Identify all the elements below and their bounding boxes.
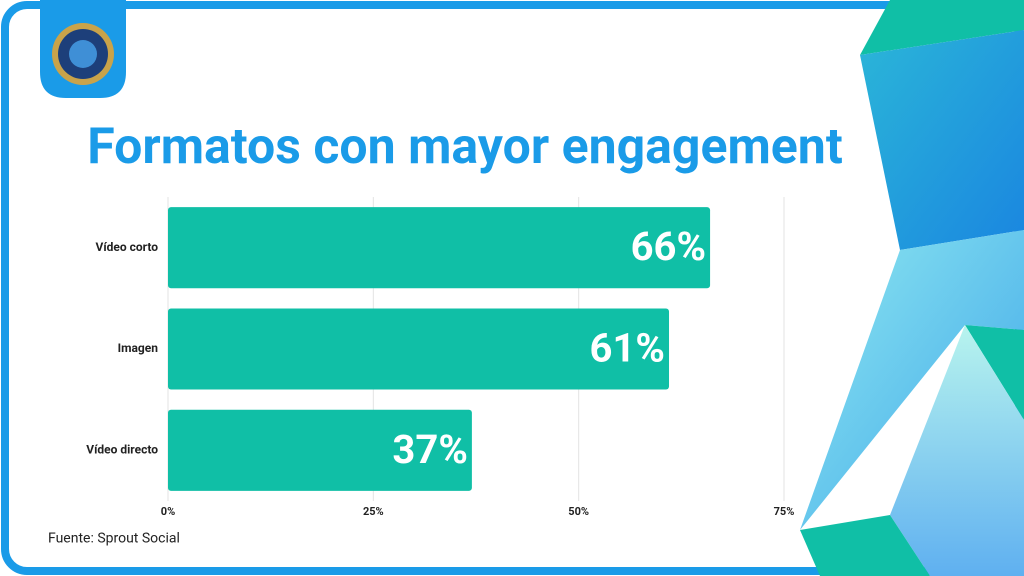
bar: [168, 308, 670, 390]
chart-title: Formatos con mayor engagement: [87, 118, 843, 176]
value-label: 37%: [392, 426, 467, 473]
value-label: 61%: [590, 325, 665, 372]
x-tick-label: 25%: [363, 505, 384, 518]
y-tick-label: Vídeo directo: [86, 443, 158, 457]
source: Fuente: Sprout Social: [48, 531, 180, 547]
bar: [168, 409, 472, 491]
decoration: [800, 0, 1024, 576]
x-tick-label: 50%: [568, 505, 589, 518]
logo: [40, 0, 126, 98]
x-tick-label: 75%: [774, 505, 795, 518]
bar: [168, 207, 711, 289]
value-label: 66%: [631, 223, 706, 270]
y-tick-label: Vídeo corto: [96, 240, 159, 254]
x-tick-label: 0%: [161, 505, 175, 518]
y-tick-label: Imagen: [118, 341, 159, 355]
